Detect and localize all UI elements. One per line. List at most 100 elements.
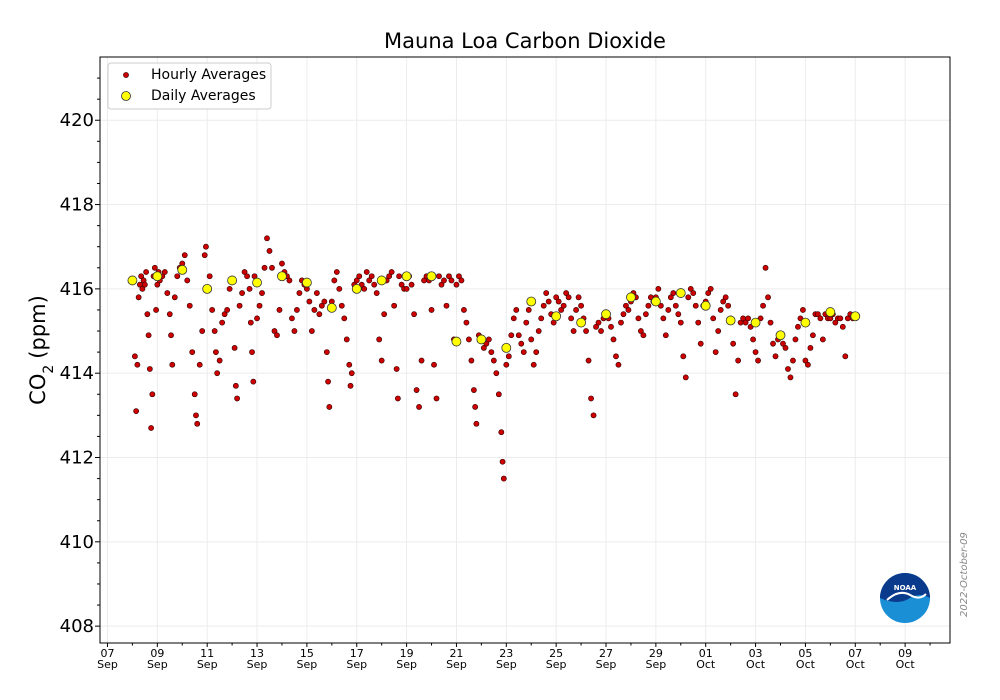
hourly-point <box>266 248 273 254</box>
hourly-point <box>785 366 791 372</box>
hourly-point <box>565 294 572 301</box>
hourly-point <box>817 315 824 322</box>
hourly-point <box>772 353 779 360</box>
hourly-point <box>254 315 260 322</box>
daily-point <box>526 296 537 307</box>
hourly-point <box>343 336 350 343</box>
daily-point <box>700 300 711 311</box>
hourly-point <box>667 294 674 301</box>
hourly-point <box>403 285 410 292</box>
hourly-point <box>193 412 199 419</box>
hourly-point <box>585 357 592 364</box>
hourly-point <box>625 307 632 313</box>
hourly-point <box>695 319 702 326</box>
x-tick-day: 07 <box>100 647 114 660</box>
hourly-point <box>515 332 522 339</box>
y-tick-label: 418 <box>60 195 94 216</box>
hourly-point <box>388 269 395 275</box>
hourly-point <box>318 302 325 309</box>
hourly-point <box>499 458 506 465</box>
daily-point <box>227 275 238 286</box>
hourly-point <box>732 391 739 398</box>
daily-point <box>451 336 462 347</box>
hourly-point <box>520 349 527 356</box>
noaa-logo: NOAA <box>880 573 930 623</box>
hourly-point <box>543 290 550 296</box>
hourly-point <box>583 328 589 334</box>
hourly-point <box>261 264 268 271</box>
hourly-point <box>139 285 146 292</box>
hourly-point <box>500 475 507 482</box>
hourly-point <box>456 273 462 280</box>
hourly-point <box>675 311 682 318</box>
hourly-point <box>800 307 806 313</box>
hourly-point <box>498 429 505 436</box>
hourly-point <box>431 361 437 368</box>
hourly-point <box>471 387 477 393</box>
daily-point <box>800 317 811 328</box>
hourly-point <box>346 361 353 368</box>
legend-box <box>107 62 272 110</box>
daily-point <box>750 317 761 328</box>
hourly-point <box>381 311 388 318</box>
hourly-point <box>433 395 440 402</box>
hourly-point <box>378 357 385 364</box>
hourly-point <box>191 391 198 398</box>
hourly-point <box>325 378 331 385</box>
x-tick-day: 03 <box>749 647 763 660</box>
hourly-point <box>306 298 313 305</box>
x-tick-day: 29 <box>649 647 663 660</box>
hourly-point <box>148 425 154 431</box>
hourly-point <box>685 294 692 301</box>
hourly-point <box>670 290 677 296</box>
y-axis-label-subscript: 2 <box>41 365 57 374</box>
hourly-point <box>373 290 380 296</box>
daily-point <box>850 311 861 322</box>
hourly-point <box>570 328 577 334</box>
x-tick-day: 15 <box>300 647 314 660</box>
hourly-point <box>770 340 776 347</box>
x-tick-month: Sep <box>147 658 168 671</box>
hourly-point <box>214 370 221 377</box>
hourly-point <box>488 349 495 356</box>
hourly-point <box>660 315 667 322</box>
hourly-point <box>513 307 520 313</box>
hourly-point <box>832 319 839 326</box>
hourly-point <box>164 290 171 296</box>
hourly-point <box>231 344 238 351</box>
hourly-point <box>391 302 398 309</box>
hourly-point <box>638 328 644 334</box>
hourly-point <box>466 336 472 343</box>
y-tick-label: 410 <box>60 532 94 553</box>
hourly-point <box>802 357 809 364</box>
hourly-point <box>530 361 537 368</box>
x-tick-month: Sep <box>297 658 318 671</box>
hourly-point <box>680 353 687 360</box>
x-tick-day: 07 <box>848 647 862 660</box>
hourly-point <box>640 332 647 339</box>
hourly-point <box>842 353 849 360</box>
y-axis-label: CO2 (ppm) <box>26 295 57 405</box>
hourly-point <box>710 315 717 322</box>
hourly-point <box>468 357 475 364</box>
hourly-point <box>535 328 542 334</box>
hourly-point <box>790 357 796 364</box>
chart-title: Mauna Loa Carbon Dioxide <box>384 29 666 53</box>
hourly-point <box>216 357 223 364</box>
hourly-point <box>211 328 218 334</box>
hourly-point <box>443 302 450 309</box>
y-tick-label: 414 <box>60 363 94 384</box>
hourly-point <box>413 387 420 393</box>
x-tick-month: Sep <box>446 658 467 671</box>
hourly-point <box>296 290 303 296</box>
hourly-point <box>760 302 766 309</box>
hourly-point <box>623 302 629 309</box>
y-tick-label: 412 <box>60 448 94 469</box>
hourly-point <box>166 311 173 318</box>
x-tick-day: 09 <box>150 647 164 660</box>
daily-point <box>601 309 611 320</box>
hourly-point <box>707 285 714 292</box>
legend-hourly-label: Hourly Averages <box>151 67 266 83</box>
daily-series <box>127 264 861 353</box>
hourly-point <box>613 353 619 360</box>
